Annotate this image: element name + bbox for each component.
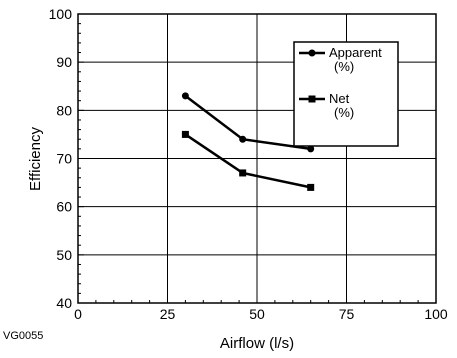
axis-labels: 0 25 50 75 100 40 50 60 70 80 90 100 [49, 6, 448, 322]
legend-label: Apparent [329, 45, 382, 60]
x-tick-label: 0 [74, 306, 82, 322]
y-tick-label: 70 [56, 151, 72, 167]
series-line-1 [184, 133, 311, 189]
legend-label: (%) [334, 105, 354, 120]
y-axis-title: Efficiency [27, 127, 44, 191]
data-point [239, 135, 247, 143]
x-tick-label: 75 [339, 306, 355, 322]
figure-code: VG0055 [3, 330, 43, 342]
y-tick-label: 50 [56, 247, 72, 263]
y-tick-label: 80 [56, 102, 72, 118]
y-tick-label: 90 [56, 54, 72, 70]
legend-marker [308, 49, 316, 57]
data-series [181, 92, 315, 191]
legend-label: Net [329, 91, 350, 106]
x-tick-label: 25 [160, 306, 176, 322]
data-point [181, 92, 189, 100]
y-tick-label: 60 [56, 199, 72, 215]
series-line-0 [184, 94, 311, 151]
x-tick-label: 50 [249, 306, 265, 322]
data-point [181, 130, 189, 138]
x-axis-title: Airflow (l/s) [220, 335, 294, 352]
x-tick-label: 100 [424, 306, 448, 322]
data-point [307, 145, 315, 153]
legend-marker [308, 95, 316, 103]
y-tick-label: 100 [49, 6, 73, 22]
data-point [307, 183, 315, 191]
legend: Apparent(%)Net(%) [293, 41, 399, 147]
legend-box [293, 41, 399, 147]
plot-frame [77, 13, 437, 304]
y-tick-label: 40 [56, 295, 72, 311]
data-point [239, 169, 247, 177]
legend-label: (%) [334, 59, 354, 74]
